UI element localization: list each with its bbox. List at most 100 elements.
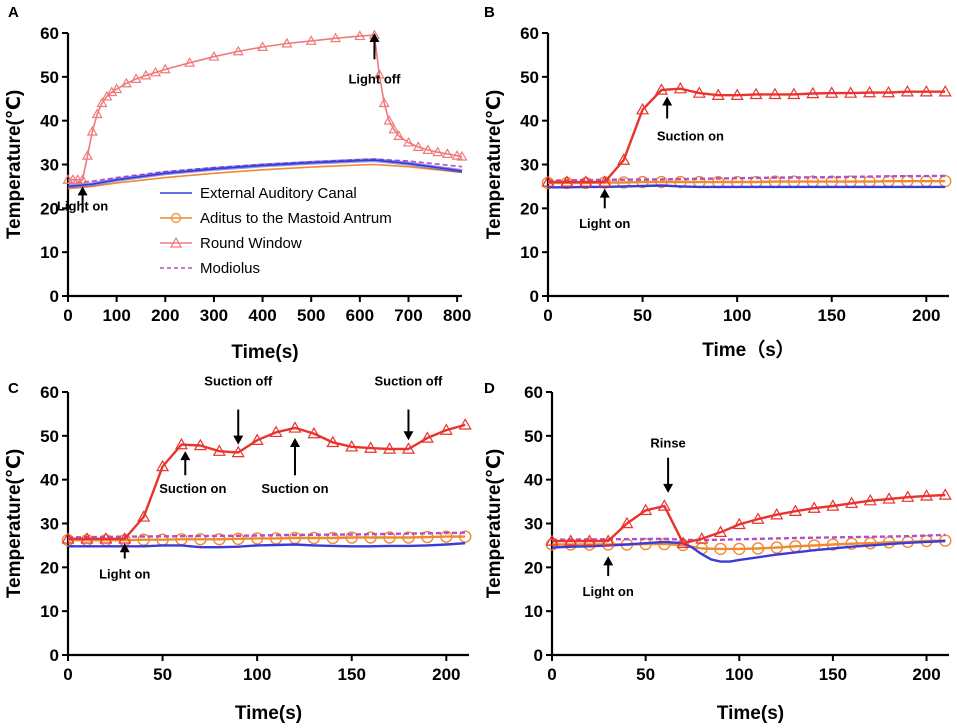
data-point-round-window <box>882 492 896 504</box>
data-point-round-window <box>288 421 302 433</box>
data-point-aditus <box>939 174 952 188</box>
data-point-round-window <box>825 86 839 98</box>
data-point-aditus <box>617 176 630 189</box>
annotation-label: Suction on <box>261 481 328 496</box>
data-point-round-window <box>111 83 123 94</box>
data-point-aditus <box>250 532 264 545</box>
data-point-round-window <box>432 146 444 157</box>
data-point-round-window <box>636 102 650 115</box>
y-tick-label: 0 <box>50 287 59 306</box>
data-point-round-window <box>676 536 690 548</box>
legend-marker-round <box>169 236 183 248</box>
x-tick-label: 0 <box>547 665 556 684</box>
series-line-eac <box>548 184 946 189</box>
data-point-aditus <box>733 542 746 556</box>
y-axis-title: Temperature(℃) <box>4 90 25 239</box>
data-point-round-window <box>212 444 226 456</box>
annotation-label: Suction off <box>375 373 444 388</box>
data-point-round-window <box>451 150 463 160</box>
data-point-aditus <box>751 542 765 555</box>
x-tick-label: 0 <box>63 306 72 325</box>
data-point-aditus <box>307 531 321 545</box>
y-tick-label: 10 <box>40 602 59 621</box>
data-point-round-window <box>919 85 933 97</box>
data-point-round-window <box>881 85 896 98</box>
data-point-round-window <box>81 150 93 160</box>
x-tick-label: 150 <box>819 665 847 684</box>
data-point-round-window <box>184 57 196 67</box>
y-tick-label: 40 <box>40 112 59 131</box>
annotation-arrow-head <box>403 431 414 441</box>
y-tick-label: 50 <box>40 68 59 87</box>
data-point-aditus <box>345 531 358 544</box>
annotation-label: Light on <box>57 199 108 214</box>
legend-marker-aditus <box>170 212 182 224</box>
data-point-round-window <box>86 125 98 136</box>
y-tick-label: 20 <box>40 199 59 218</box>
data-point-aditus <box>326 531 340 545</box>
data-point-round-window <box>749 87 763 100</box>
x-tick-label: 100 <box>723 306 751 325</box>
data-point-round-window <box>826 499 840 511</box>
data-point-aditus <box>714 542 727 556</box>
series-line-aditus <box>68 535 466 542</box>
data-point-round-window <box>232 45 244 56</box>
data-point-round-window <box>77 174 89 184</box>
data-point-round-window <box>420 431 434 443</box>
data-point-round-window <box>174 437 189 450</box>
data-point-aditus <box>636 175 649 189</box>
legend-label: External Auditory Canal <box>200 185 357 202</box>
x-tick-label: 50 <box>153 665 172 684</box>
data-point-round-window <box>307 426 321 439</box>
data-point-round-window <box>919 489 934 501</box>
x-tick-label: 50 <box>633 306 652 325</box>
data-point-aditus <box>232 532 245 546</box>
annotation-label: Light off <box>348 71 401 86</box>
panel-d: D 0 10 20 30 40 50 60 0 50 100 150 200 Time(s) Tempera… <box>484 380 952 724</box>
y-tick-label: 0 <box>530 287 539 306</box>
y-tick-label: 40 <box>520 112 539 131</box>
y-tick-label: 0 <box>50 646 59 665</box>
data-point-round-window <box>441 148 453 158</box>
x-tick-label: 150 <box>818 306 846 325</box>
panel-label: D <box>484 380 495 397</box>
data-point-round-window <box>118 532 132 544</box>
data-point-round-window <box>257 41 269 52</box>
data-point-round-window <box>901 490 915 502</box>
series-line-modiolus <box>547 174 946 182</box>
annotation-arrow-head <box>603 556 614 566</box>
data-point-round-window <box>692 86 706 98</box>
x-tick-label: 500 <box>297 306 325 325</box>
data-point-round-window <box>80 532 94 544</box>
series-line-round <box>548 87 946 184</box>
y-tick-label: 60 <box>524 383 543 402</box>
data-point-round-window <box>617 153 631 165</box>
data-point-round-window <box>788 504 802 516</box>
data-point-round-window <box>388 123 400 134</box>
series-line-modiolus <box>67 531 466 539</box>
y-tick-label: 30 <box>520 156 539 175</box>
data-point-round-window <box>439 423 453 435</box>
x-tick-label: 200 <box>912 306 940 325</box>
y-tick-label: 40 <box>40 471 59 490</box>
x-tick-label: 200 <box>432 665 460 684</box>
data-point-round-window <box>345 440 359 452</box>
data-point-round-window <box>560 175 574 187</box>
series-line-eac <box>551 539 946 563</box>
series-band-eac <box>67 158 463 189</box>
x-axis-title: Time(s) <box>717 703 784 724</box>
data-point-aditus <box>383 531 396 544</box>
data-point-round-window <box>231 445 245 458</box>
x-tick-label: 200 <box>912 665 940 684</box>
data-point-round-window <box>378 97 390 108</box>
data-point-round-window <box>91 108 103 119</box>
legend: External Auditory Canal Aditus to the Mas… <box>160 185 392 277</box>
y-tick-label: 30 <box>524 515 543 534</box>
x-tick-label: 600 <box>346 306 374 325</box>
series-line-aditus <box>67 163 463 190</box>
y-tick-label: 30 <box>40 515 59 534</box>
data-point-round-window <box>938 85 952 97</box>
y-tick-label: 60 <box>40 383 59 402</box>
